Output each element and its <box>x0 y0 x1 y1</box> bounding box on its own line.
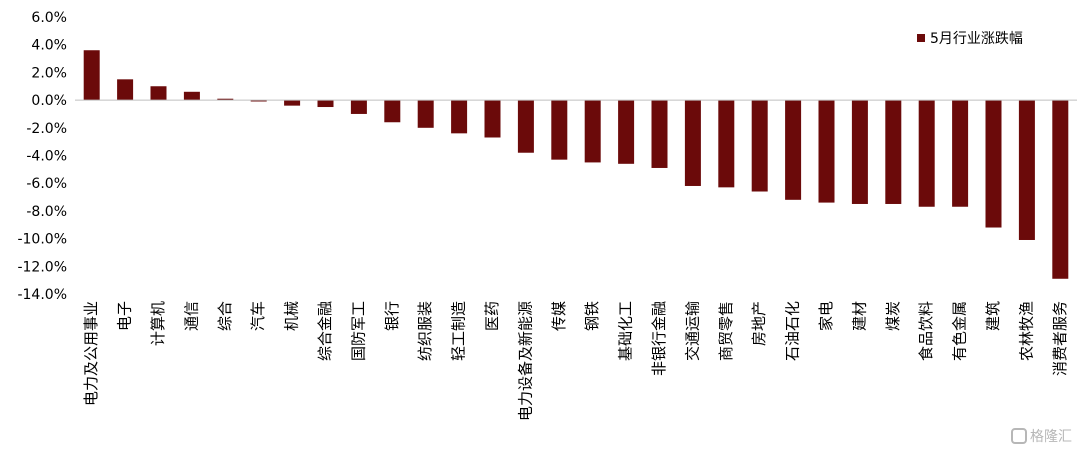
y-tick-label: -2.0% <box>26 121 67 137</box>
category-label: 建材 <box>850 301 868 331</box>
bar <box>952 100 969 207</box>
bars <box>83 50 1069 279</box>
glh-logo-icon <box>1011 428 1027 444</box>
category-label: 煤炭 <box>884 301 902 331</box>
bar <box>517 100 534 153</box>
bar <box>918 100 935 207</box>
y-tick-label: -10.0% <box>17 232 67 248</box>
y-tick-label: -12.0% <box>17 259 67 275</box>
bar <box>350 100 367 114</box>
y-tick-label: 0.0% <box>31 93 67 109</box>
bar <box>484 100 501 138</box>
category-label: 农林牧渔 <box>1017 301 1035 361</box>
category-label: 家电 <box>817 301 835 331</box>
bar <box>651 100 668 168</box>
category-label: 商贸零售 <box>717 301 735 361</box>
category-label: 纺织服装 <box>416 301 434 361</box>
bar <box>985 100 1002 228</box>
category-label: 消费者服务 <box>1051 301 1069 376</box>
bar <box>885 100 902 204</box>
category-label: 传媒 <box>550 301 568 331</box>
bar <box>83 50 100 101</box>
bar <box>584 100 601 163</box>
category-label: 电子 <box>116 301 134 331</box>
bar <box>117 79 134 101</box>
category-label: 医药 <box>483 301 501 331</box>
y-tick-label: 6.0% <box>31 10 67 26</box>
bar <box>551 100 568 160</box>
bar <box>217 98 234 101</box>
category-label: 轻工制造 <box>450 301 468 361</box>
category-label: 房地产 <box>750 301 768 346</box>
category-labels: 电力及公用事业 电子 计算机 通信 综合 汽车 机械 综合金融 国防军工 银行 纺织服装 轻工制造 医药… <box>82 301 1069 421</box>
bar <box>684 100 701 186</box>
y-tick-label: 2.0% <box>31 65 67 81</box>
category-label: 建筑 <box>984 301 1002 331</box>
y-tick-label: -4.0% <box>26 149 67 165</box>
category-label: 石油石化 <box>784 301 802 361</box>
category-label: 钢铁 <box>583 301 601 331</box>
y-tick-label: -6.0% <box>26 176 67 192</box>
category-label: 计算机 <box>149 301 167 346</box>
watermark: 格隆汇 <box>1011 426 1072 446</box>
bar <box>718 100 735 188</box>
legend-swatch <box>917 34 925 42</box>
bar <box>751 100 768 192</box>
y-tick-label: -8.0% <box>26 204 67 220</box>
bar <box>317 100 334 108</box>
category-label: 电力设备及新能源 <box>516 301 534 421</box>
category-label: 综合金融 <box>316 301 334 361</box>
bar <box>1018 100 1035 240</box>
category-label: 电力及公用事业 <box>82 301 100 406</box>
category-label: 非银行金融 <box>650 301 668 376</box>
bar <box>284 100 301 106</box>
y-axis-ticks: 6.0% 4.0% 2.0% 0.0% -2.0% -4.0% -6.0% -8.0% -10.… <box>17 10 67 303</box>
category-label: 有色金属 <box>951 301 969 361</box>
bar <box>250 100 267 102</box>
category-label: 综合 <box>216 301 234 331</box>
bar <box>785 100 802 200</box>
y-tick-label: 4.0% <box>31 38 67 54</box>
category-label: 交通运输 <box>683 301 701 361</box>
legend: 5月行业涨跌幅 <box>917 31 1023 47</box>
bar <box>451 100 468 134</box>
bar <box>150 86 167 101</box>
bar <box>851 100 868 204</box>
bar <box>417 100 434 128</box>
bar <box>818 100 835 203</box>
category-label: 机械 <box>283 301 301 331</box>
bar <box>618 100 635 164</box>
category-label: 通信 <box>182 301 200 331</box>
legend-label: 5月行业涨跌幅 <box>930 31 1023 47</box>
y-tick-label: -14.0% <box>17 287 67 303</box>
watermark-text: 格隆汇 <box>1030 429 1072 445</box>
category-label: 国防军工 <box>349 301 367 361</box>
category-label: 银行 <box>383 301 401 331</box>
category-label: 基础化工 <box>617 301 635 361</box>
bar <box>183 91 200 101</box>
category-label: 食品饮料 <box>917 301 935 361</box>
bar <box>1052 100 1069 279</box>
bar <box>384 100 401 123</box>
category-label: 汽车 <box>249 301 267 331</box>
